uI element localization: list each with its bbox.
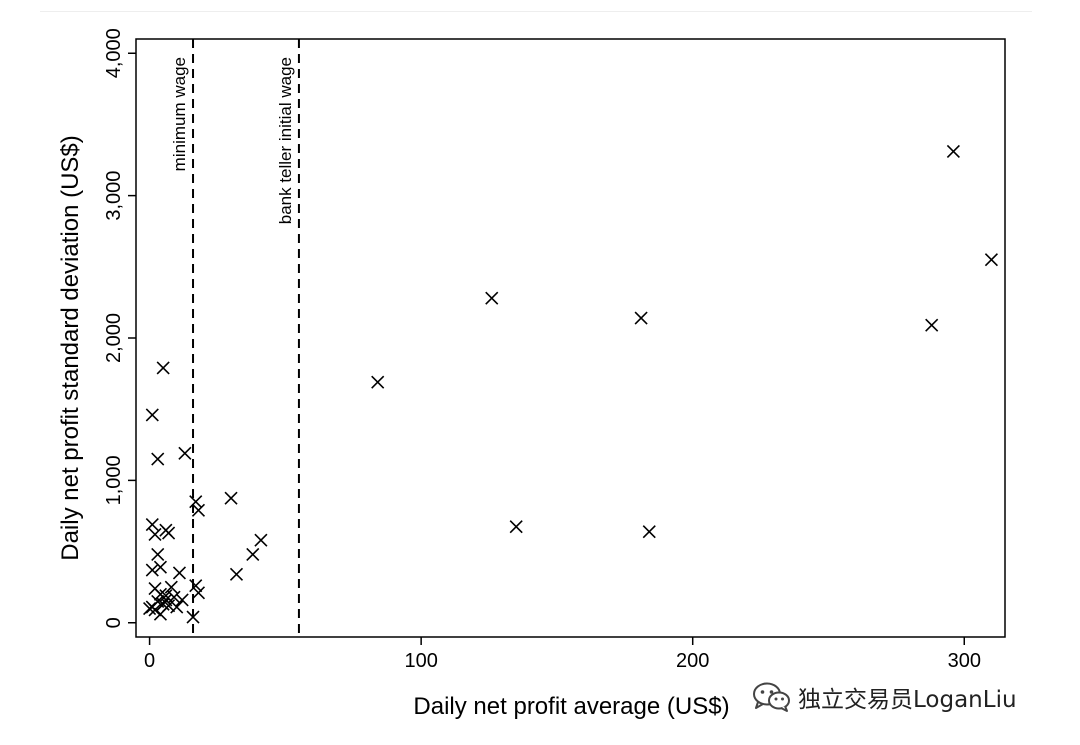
data-point xyxy=(172,566,187,580)
data-point xyxy=(145,563,159,577)
data-point xyxy=(634,311,648,325)
data-point xyxy=(186,610,200,624)
data-point xyxy=(191,586,206,600)
x-tick-label: 100 xyxy=(404,650,437,672)
top-divider xyxy=(40,11,1032,12)
y-tick-label: 4,000 xyxy=(103,28,125,78)
data-point xyxy=(189,495,203,509)
data-point xyxy=(145,408,159,422)
y-tick-label: 3,000 xyxy=(103,171,125,221)
data-point xyxy=(151,452,165,466)
data-point xyxy=(189,579,203,593)
data-point xyxy=(148,527,162,542)
data-point xyxy=(485,291,499,305)
data-point xyxy=(170,600,184,614)
wechat-icon xyxy=(753,682,790,712)
data-point xyxy=(153,560,168,574)
data-point xyxy=(371,375,385,389)
data-point xyxy=(143,601,157,616)
y-axis: 0 1,000 2,000 3,000 4,000 xyxy=(103,28,136,628)
data-point xyxy=(229,567,244,581)
data-point xyxy=(145,517,159,532)
data-point xyxy=(984,253,998,267)
watermark: 独立交易员LoganLiu xyxy=(752,680,1017,714)
y-axis-title: Daily net profit standard deviation (US$… xyxy=(57,135,84,561)
data-points xyxy=(143,144,998,624)
y-tick-label: 2,000 xyxy=(103,313,125,363)
data-point xyxy=(946,144,960,159)
data-point xyxy=(175,593,189,607)
x-tick-label: 200 xyxy=(676,650,709,672)
data-point xyxy=(162,526,176,540)
data-point xyxy=(151,547,165,561)
data-point xyxy=(509,520,523,534)
x-axis-title: Daily net profit average (US$) xyxy=(413,693,729,720)
data-point xyxy=(159,589,173,603)
data-point xyxy=(167,590,181,604)
data-point xyxy=(156,361,170,375)
x-axis: 0 100 200 300 xyxy=(144,637,981,672)
data-point xyxy=(925,318,939,332)
x-tick-label: 300 xyxy=(948,650,981,672)
data-point xyxy=(178,446,192,460)
reference-line-label: bank teller initial wage xyxy=(276,57,295,224)
x-tick-label: 0 xyxy=(144,650,155,672)
watermark-text: 独立交易员LoganLiu xyxy=(798,687,1017,713)
data-point xyxy=(164,580,178,594)
data-point xyxy=(191,503,206,517)
data-point xyxy=(246,547,260,561)
data-point xyxy=(145,600,159,614)
reference-lines: minimum wage bank teller initial wage xyxy=(170,39,300,637)
data-point xyxy=(159,593,173,607)
data-point xyxy=(254,533,268,547)
data-point xyxy=(224,491,238,505)
y-tick-label: 0 xyxy=(103,617,125,628)
y-tick-label: 1,000 xyxy=(103,455,125,505)
plot-frame xyxy=(135,38,1006,638)
data-point xyxy=(642,525,656,539)
reference-line-label: minimum wage xyxy=(170,57,189,171)
